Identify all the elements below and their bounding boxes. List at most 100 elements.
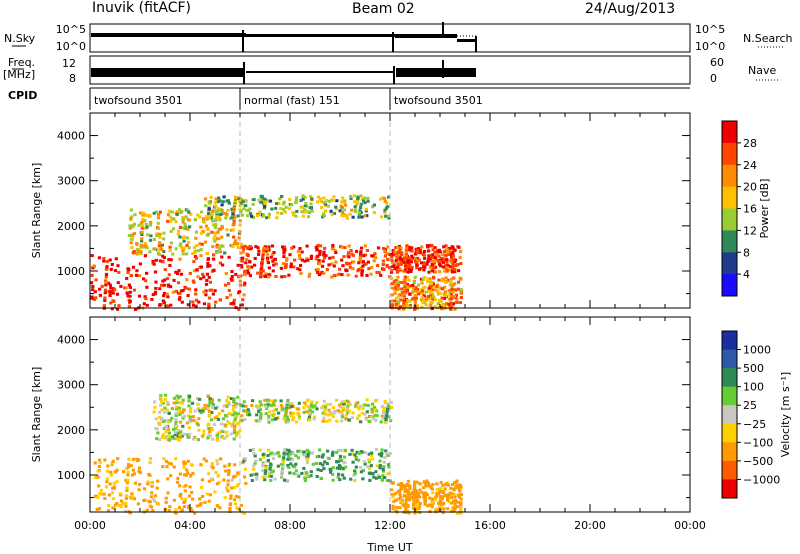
echo-cell (176, 396, 181, 400)
echo-cell (406, 504, 410, 507)
echo-cell (103, 291, 107, 295)
echo-cell (163, 393, 168, 397)
echo-cell (207, 216, 211, 220)
echo-cell (299, 272, 303, 275)
echo-cell (182, 473, 187, 477)
echo-cell (207, 207, 211, 211)
echo-cell (347, 262, 351, 265)
echo-cell (413, 483, 417, 487)
echo-cell (432, 266, 436, 269)
echo-cell (444, 293, 448, 297)
echo-cell (292, 416, 296, 420)
echo-cell (167, 431, 171, 435)
echo-cell (284, 263, 288, 266)
echo-cell (437, 492, 441, 496)
echo-cell (315, 248, 319, 252)
echo-cell (298, 247, 302, 250)
colorbar-tick-label: −1000 (743, 473, 780, 486)
echo-cell (287, 450, 291, 454)
echo-cell (304, 201, 308, 205)
echo-cell (112, 299, 116, 303)
echo-cell (319, 200, 323, 204)
echo-cell (341, 400, 345, 404)
echo-cell (413, 511, 417, 515)
echo-cell (367, 458, 371, 462)
echo-cell (237, 291, 241, 295)
echo-cell (127, 463, 131, 466)
echo-cell (124, 496, 128, 500)
echo-cell (178, 472, 182, 476)
echo-cell (174, 418, 178, 422)
echo-cell (257, 409, 261, 413)
echo-cell (222, 478, 226, 482)
echo-cell (154, 286, 158, 290)
echo-cell (110, 461, 114, 465)
echo-cell (359, 404, 363, 408)
echo-cell (99, 488, 103, 492)
echo-cell (193, 435, 197, 439)
echo-cell (133, 213, 137, 217)
echo-cell (245, 258, 249, 261)
colorbar-tick-label: 20 (743, 181, 757, 194)
echo-cell (163, 406, 167, 410)
echo-cell (359, 466, 363, 469)
echo-cell (266, 261, 270, 265)
echo-cell (435, 482, 439, 486)
echo-cell (218, 298, 222, 302)
echo-cell (439, 487, 443, 490)
echo-cell (321, 215, 325, 219)
echo-cell (207, 479, 211, 483)
echo-cell (93, 290, 97, 294)
echo-cell (414, 252, 418, 256)
echo-cell (137, 249, 141, 253)
echo-cell (323, 202, 327, 206)
echo-cell (216, 417, 220, 421)
echo-cell (231, 409, 235, 413)
echo-cell (243, 244, 247, 248)
echo-cell (353, 472, 357, 476)
echo-cell (208, 397, 212, 401)
echo-cell (265, 256, 270, 260)
echo-cell (241, 250, 245, 254)
nsky-trace-3 (395, 34, 457, 38)
echo-cell (106, 509, 110, 513)
echo-cell (225, 434, 229, 438)
echo-cell (236, 482, 240, 486)
echo-cell (423, 502, 427, 506)
echo-cell (323, 407, 327, 410)
echo-cell (94, 278, 98, 282)
echo-cell (292, 411, 296, 415)
echo-cell (345, 261, 349, 265)
echo-cell (333, 249, 337, 252)
echo-cell (299, 264, 303, 267)
echo-cell (391, 504, 395, 508)
echo-cell (282, 200, 286, 204)
echo-cell (265, 259, 270, 262)
echo-cell (233, 242, 237, 246)
echo-cell (334, 398, 339, 402)
echo-cell (256, 271, 260, 275)
echo-cell (451, 276, 455, 280)
echo-cell (253, 454, 257, 458)
echo-cell (123, 509, 128, 513)
echo-cell (443, 264, 448, 268)
echo-cell (397, 490, 402, 494)
echo-cell (252, 198, 256, 202)
echo-cell (254, 459, 258, 463)
colorbar-tick-label: 25 (743, 399, 757, 412)
echo-cell (137, 466, 141, 470)
echo-cell (276, 211, 280, 215)
echo-cell (390, 405, 394, 409)
echo-cell (130, 473, 134, 477)
echo-cell (322, 416, 326, 420)
echo-cell (200, 407, 204, 411)
echo-cell (335, 466, 339, 470)
echo-cell (295, 420, 299, 424)
echo-cell (386, 407, 390, 411)
echo-cell (290, 405, 294, 409)
echo-cell (227, 472, 231, 476)
echo-cell (205, 251, 209, 255)
echo-cell (361, 469, 365, 473)
echo-cell (328, 402, 333, 406)
